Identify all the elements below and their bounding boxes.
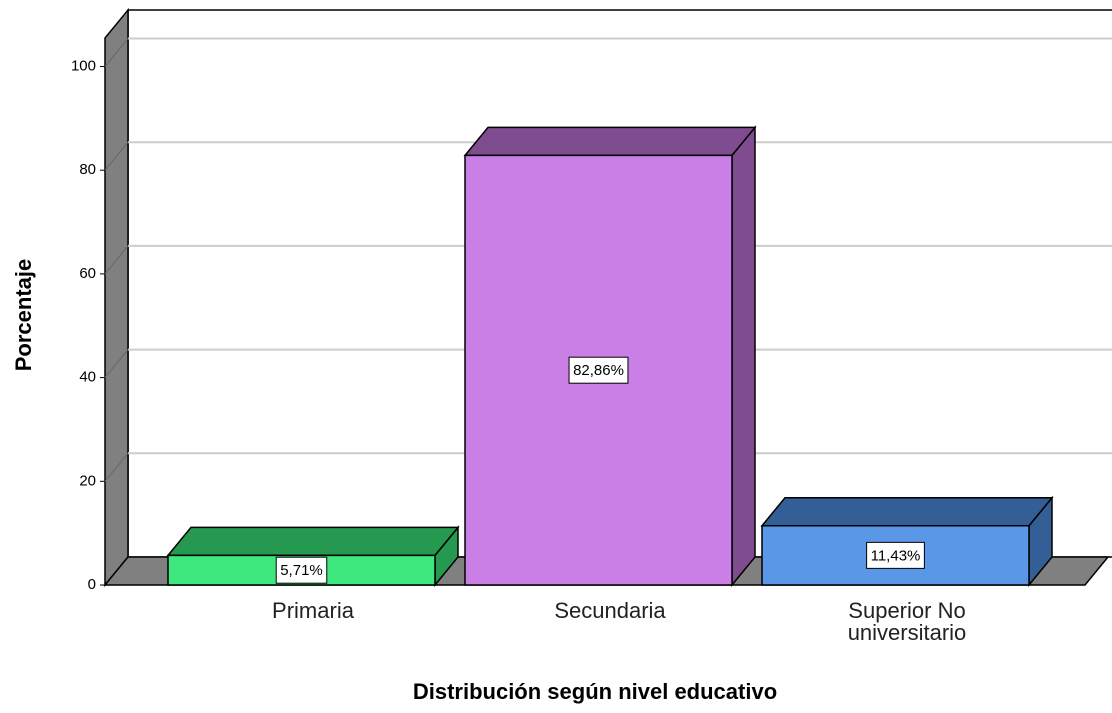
- x-axis-title: Distribución según nivel educativo: [413, 679, 777, 704]
- y-tick-label: 40: [79, 369, 96, 386]
- bar-top: [463, 126, 757, 157]
- value-label-box: [275, 556, 328, 584]
- wall-grid-line: [104, 349, 129, 378]
- value-label-box: [568, 356, 629, 384]
- wall-grid-line: [104, 38, 129, 67]
- y-tick-label: 0: [88, 576, 96, 593]
- x-tick-label: Primaria: [272, 598, 354, 623]
- bar-top: [166, 526, 460, 557]
- y-axis-title: Porcentaje: [11, 259, 36, 372]
- y-tick-label: 20: [79, 472, 96, 489]
- x-tick-label: Secundaria: [554, 598, 666, 623]
- y-tick-label: 100: [71, 57, 96, 74]
- y-tick-label: 60: [79, 265, 96, 282]
- value-label: 11,43%: [871, 547, 921, 564]
- bar-top: [760, 496, 1054, 527]
- wall-grid-line: [104, 141, 129, 171]
- left-wall: [104, 7, 129, 588]
- x-tick-label: Superior No universitario: [847, 598, 967, 645]
- value-label: 82,86%: [573, 362, 624, 379]
- wall-grid-line: [104, 452, 129, 482]
- value-label: 5,71%: [280, 562, 323, 579]
- y-tick-label: 80: [79, 161, 96, 178]
- bar-side: [731, 125, 756, 588]
- value-label-box: [866, 541, 925, 569]
- wall-grid-line: [104, 245, 129, 275]
